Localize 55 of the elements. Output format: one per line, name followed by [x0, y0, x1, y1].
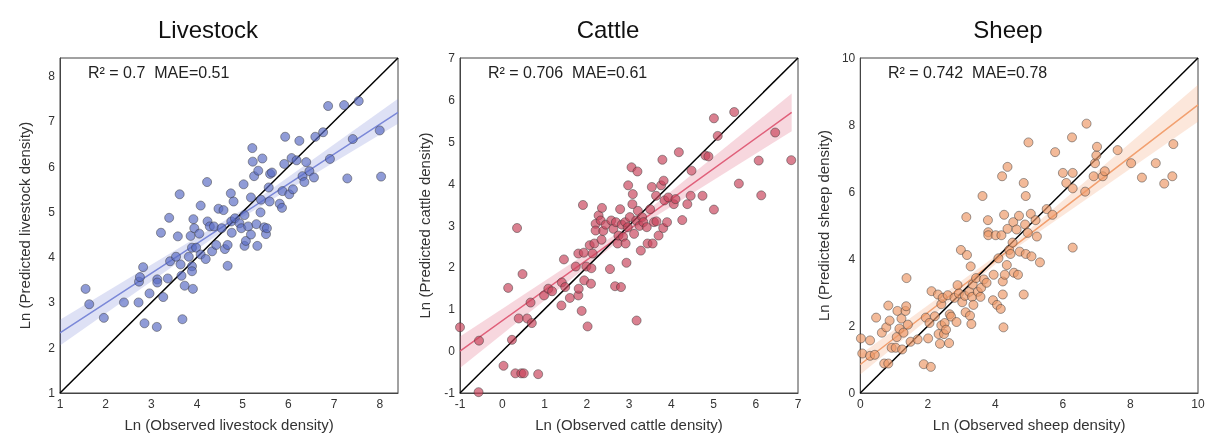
y-tick-label: 7 [448, 51, 456, 65]
x-tick-label: 2 [583, 397, 591, 411]
x-axis-title: Ln (Observed livestock density) [124, 416, 334, 433]
y-tick-label: 1 [448, 302, 456, 317]
x-tick-label: 6 [285, 397, 293, 411]
x-tick-label: 5 [710, 397, 718, 411]
y-tick-label: 2 [848, 319, 856, 333]
y-tick-label: 4 [848, 252, 856, 266]
x-tick-label: 4 [193, 397, 201, 411]
x-tick-label: 0 [498, 397, 506, 411]
y-tick-label: 10 [841, 51, 856, 65]
x-tick-label: 3 [148, 397, 156, 411]
y-tick-label: 6 [48, 159, 56, 174]
y-tick-label: 4 [48, 250, 56, 265]
x-tick-label: 1 [541, 397, 549, 411]
y-axis-title: Ln (Predicted sheep density) [815, 130, 832, 321]
x-tick-label: 4 [667, 397, 675, 411]
chart-title: Cattle [576, 15, 640, 43]
y-tick-label: 5 [448, 134, 456, 149]
chart-title: Livestock [157, 15, 260, 43]
x-tick-label: 7 [794, 397, 802, 411]
y-tick-label: 3 [448, 218, 456, 233]
x-tick-label: 8 [376, 397, 384, 411]
annotation: R² = 0.706 MAE=0.61 [488, 63, 648, 81]
y-tick-label: 2 [48, 340, 56, 355]
x-tick-label: 7 [330, 397, 338, 411]
y-tick-label: 0 [848, 386, 856, 400]
x-tick-label: 3 [625, 397, 633, 411]
x-tick-label: 8 [1127, 397, 1135, 411]
y-tick-label: 3 [48, 295, 56, 310]
y-tick-label: 8 [48, 69, 56, 84]
y-tick-label: 6 [448, 92, 456, 107]
x-axis-title: Ln (Observed cattle density) [535, 416, 723, 433]
annotation: R² = 0.742 MAE=0.78 [888, 63, 1048, 81]
y-tick-label: -1 [444, 386, 456, 400]
y-tick-label: 5 [48, 204, 56, 219]
chart-title: Sheep [973, 15, 1043, 43]
y-tick-label: 0 [448, 344, 456, 359]
x-axis-title: Ln (Observed sheep density) [932, 416, 1126, 433]
x-tick-label: 10 [1191, 397, 1205, 411]
y-axis-title: Ln (Predicted cattle density) [416, 132, 433, 319]
x-tick-label: 2 [102, 397, 110, 411]
x-tick-label: 6 [752, 397, 760, 411]
y-tick-label: 8 [848, 118, 856, 132]
y-tick-label: 6 [848, 185, 856, 199]
y-tick-label: 4 [448, 176, 456, 191]
x-tick-label: 6 [1059, 397, 1067, 411]
x-tick-label: 4 [992, 397, 999, 411]
y-axis-title: Ln (Predicted livestock density) [16, 121, 33, 330]
x-tick-label: 2 [924, 397, 932, 411]
y-tick-label: 7 [48, 114, 56, 129]
y-tick-label: 1 [48, 386, 56, 400]
annotation: R² = 0.7 MAE=0.51 [88, 63, 230, 81]
y-tick-label: 2 [448, 260, 456, 275]
x-tick-label: 5 [239, 397, 247, 411]
